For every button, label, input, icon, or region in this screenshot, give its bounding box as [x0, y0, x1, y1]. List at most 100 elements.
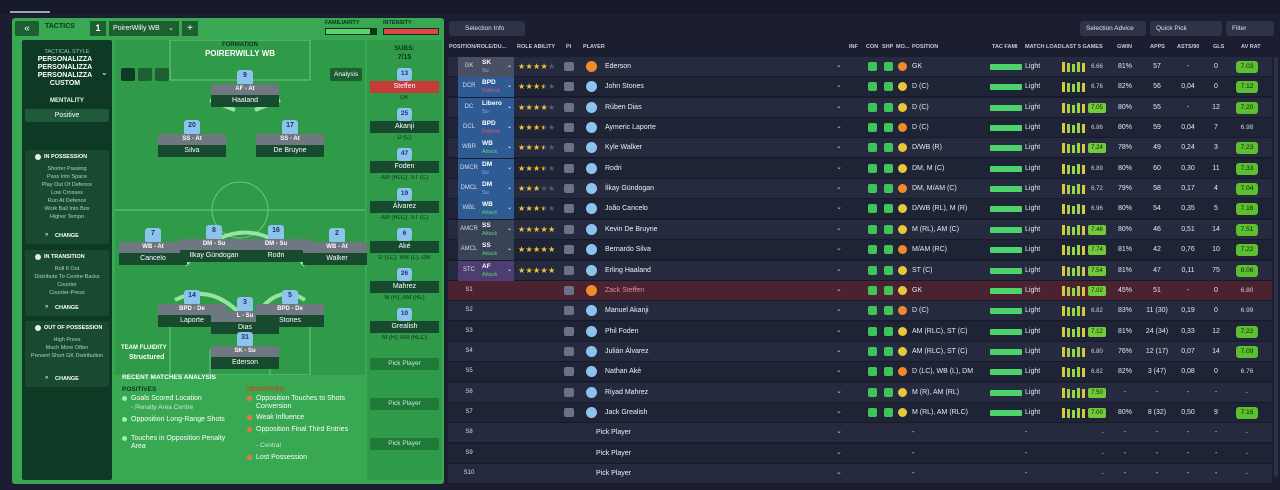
- table-row[interactable]: S6 Riyad Mahrez ⌄ M (R), AM (RL) Light 7.50 - -…: [448, 382, 1272, 403]
- player-name[interactable]: Manuel Akanji: [605, 307, 649, 315]
- table-row[interactable]: S8 Pick Player ⌄ - - - - - - - -: [448, 423, 1272, 444]
- player-name[interactable]: John Stones: [605, 83, 644, 91]
- tactic-slot[interactable]: 1: [90, 21, 106, 36]
- view-toggle[interactable]: [155, 68, 169, 81]
- player-card[interactable]: 17 SS - At De Bruyne: [256, 120, 324, 158]
- column-header[interactable]: PI: [566, 44, 572, 50]
- player-name[interactable]: Nathan Aké: [605, 368, 642, 376]
- collapse-button[interactable]: «: [15, 21, 39, 36]
- column-header[interactable]: APPS: [1150, 44, 1165, 50]
- player-name[interactable]: Phil Foden: [605, 327, 639, 335]
- table-row[interactable]: DCL BPD Defend ⌄ ★ ★ ★ ★ ★ ★ ★ ★ ★ Aymeric Laporte ⌄ D …: [448, 118, 1272, 139]
- tactic-dropdown[interactable]: PoirerWilly WB: [109, 21, 179, 36]
- column-header[interactable]: SHP: [882, 44, 894, 50]
- player-name[interactable]: Erling Haaland: [605, 266, 651, 274]
- player-name[interactable]: Aymeric Laporte: [605, 124, 656, 132]
- column-header[interactable]: ROLE ABILITY: [517, 44, 555, 50]
- column-header[interactable]: GLS: [1213, 44, 1225, 50]
- table-row[interactable]: STC AF Attack ⌄ ★ ★ ★ ★ ★ ★ ★ ★ ★ ★ Erling Haaland ⌄ ST …: [448, 260, 1272, 281]
- player-name[interactable]: Kevin De Bruyne: [605, 225, 658, 233]
- player-name[interactable]: Riyad Mahrez: [605, 388, 649, 396]
- player-name[interactable]: Kyle Walker: [605, 144, 643, 152]
- filter-button[interactable]: Filter: [1226, 21, 1274, 36]
- table-row[interactable]: S5 Nathan Aké ⌄ D (LC), WB (L), DM Light 6.82…: [448, 362, 1272, 383]
- table-row[interactable]: S2 Manuel Akanji ⌄ D (C) Light 6.82 83% 11 (30)…: [448, 301, 1272, 322]
- player-name[interactable]: Zack Steffen: [605, 286, 645, 294]
- selection-info-dropdown[interactable]: Selection Info: [449, 21, 525, 36]
- star: ★: [548, 204, 556, 214]
- column-header[interactable]: POSITION/ROLE/DU...: [449, 44, 507, 50]
- player-card[interactable]: 16 DM - Su Rodri: [242, 225, 310, 263]
- player-name[interactable]: Rúben Dias: [605, 103, 642, 111]
- player-card[interactable]: 8 DM - Su İlkay Gündogan: [180, 225, 248, 263]
- table-row[interactable]: S10 Pick Player ⌄ - - - - - - - -: [448, 464, 1272, 484]
- table-row[interactable]: S4 Julián Álvarez ⌄ AM (RLC), ST (C) Light 6.…: [448, 341, 1272, 362]
- player-name[interactable]: İlkay Gündogan: [605, 185, 655, 193]
- sub-card[interactable]: 13 Steffen GK: [370, 68, 439, 106]
- change-button[interactable]: » CHANGE: [41, 374, 93, 384]
- sub-card[interactable]: 6 Aké D (LC), WB (L), DM: [370, 228, 439, 266]
- table-row[interactable]: DMCR DM Su ⌄ ★ ★ ★ ★ ★ ★ ★ ★ ★ Rodri ⌄ DM, M (C) Light 6.…: [448, 158, 1272, 179]
- table-row[interactable]: GK SK Su ⌄ ★ ★ ★ ★ ★ ★ ★ ★ ★ Ederson ⌄ GK Light 6.66 81% 57…: [448, 57, 1272, 77]
- player-name[interactable]: Jack Grealish: [605, 408, 648, 416]
- column-header[interactable]: AV RAT: [1241, 44, 1261, 50]
- column-header[interactable]: CON: [866, 44, 879, 50]
- pick-player-button[interactable]: Pick Player: [370, 438, 439, 450]
- player-name[interactable]: João Cancelo: [605, 205, 648, 213]
- table-row[interactable]: WBR WB Attack ⌄ ★ ★ ★ ★ ★ ★ ★ ★ ★ Kyle Walker ⌄ D/WB (R…: [448, 138, 1272, 159]
- column-header[interactable]: MATCH LOAD: [1025, 44, 1062, 50]
- table-row[interactable]: AMCR SS Attack ⌄ ★ ★ ★ ★ ★ ★ ★ ★ ★ ★ Kevin De Bruyne ⌄ M…: [448, 219, 1272, 240]
- pick-player-button[interactable]: Pick Player: [370, 398, 439, 410]
- change-button[interactable]: » CHANGE: [41, 231, 93, 241]
- column-header[interactable]: INF: [849, 44, 858, 50]
- column-header[interactable]: PLAYER: [583, 44, 605, 50]
- mentality-dropdown[interactable]: Positive: [25, 109, 109, 122]
- analysis-button[interactable]: Analysis: [330, 68, 362, 81]
- add-tactic-button[interactable]: +: [182, 21, 198, 36]
- selection-advice-button[interactable]: Selection Advice: [1080, 21, 1146, 36]
- player-name[interactable]: Julián Álvarez: [605, 347, 649, 355]
- column-header[interactable]: LAST 5 GAMES: [1062, 44, 1103, 50]
- table-row[interactable]: WBL WB Attack ⌄ ★ ★ ★ ★ ★ ★ ★ ★ ★ João Cancelo ⌄ D/WB (…: [448, 199, 1272, 220]
- column-header[interactable]: MO...: [896, 44, 910, 50]
- column-header[interactable]: TAC FAMI: [992, 44, 1018, 50]
- change-button[interactable]: » CHANGE: [41, 303, 93, 313]
- table-row[interactable]: S7 Jack Grealish ⌄ M (RL), AM (RLC) Light 7.0…: [448, 402, 1272, 423]
- formation-name[interactable]: POIRERWILLY WB: [204, 49, 276, 58]
- player-card[interactable]: 9 AF - At Haaland: [211, 70, 279, 108]
- player-name[interactable]: Pick Player: [596, 429, 632, 437]
- table-row[interactable]: S3 Phil Foden ⌄ AM (RLC), ST (C) Light 7.12 81…: [448, 321, 1272, 342]
- column-header[interactable]: ASTS/90: [1177, 44, 1200, 50]
- table-row[interactable]: S9 Pick Player ⌄ - - - - - - - -: [448, 443, 1272, 464]
- sub-card[interactable]: 19 Álvarez AM (RLC), ST (C): [370, 188, 439, 226]
- view-toggle[interactable]: [138, 68, 152, 81]
- sub-card[interactable]: 47 Foden AM (RLC), ST (C): [370, 148, 439, 186]
- column-header[interactable]: POSITION: [912, 44, 939, 50]
- quick-pick-button[interactable]: Quick Pick: [1150, 21, 1222, 36]
- player-name[interactable]: Ederson: [605, 63, 632, 70]
- sub-card[interactable]: 10 Grealish M (R), AM (RLC): [370, 308, 439, 346]
- player-card[interactable]: 14 BPD - De Laporte: [158, 290, 226, 328]
- player-card[interactable]: 31 SK - Su Ederson: [211, 332, 279, 370]
- form-bar: [1077, 102, 1080, 113]
- tac-fami-bar: [990, 328, 1022, 335]
- player-card[interactable]: 7 WB - At Cancelo: [119, 228, 187, 266]
- player-name[interactable]: Pick Player: [596, 470, 632, 477]
- player-card[interactable]: 20 SS - At Silva: [158, 120, 226, 158]
- column-header[interactable]: GWIN: [1117, 44, 1132, 50]
- sub-card[interactable]: 25 Akanji D (C): [370, 108, 439, 146]
- sub-card[interactable]: 26 Mahrez M (R), AM (RL): [370, 268, 439, 306]
- player-name[interactable]: Pick Player: [596, 449, 632, 457]
- table-row[interactable]: AMCL SS Attack ⌄ ★ ★ ★ ★ ★ ★ ★ ★ ★ ★ Bernardo Silva ⌄ M/…: [448, 240, 1272, 261]
- table-row[interactable]: DC Libero Su ⌄ ★ ★ ★ ★ ★ ★ ★ ★ ★ Rúben Dias ⌄ D (C) Ligh…: [448, 97, 1272, 118]
- table-row[interactable]: S1 Zack Steffen ⌄ GK Light 7.02 45% 51 - 0 6.80: [448, 280, 1272, 301]
- view-toggle[interactable]: [121, 68, 135, 81]
- table-row[interactable]: DMCL DM Su ⌄ ★ ★ ★ ★ ★ ★ ★ ★ İlkay Gündogan ⌄ DM, M/AM…: [448, 179, 1272, 200]
- player-card[interactable]: 2 WB - At Walker: [303, 228, 371, 266]
- table-row[interactable]: DCR BPD Defend ⌄ ★ ★ ★ ★ ★ ★ ★ ★ ★ John Stones ⌄ D (C) L…: [448, 77, 1272, 98]
- player-card[interactable]: 3 L - Su Dias: [211, 297, 279, 335]
- pick-player-button[interactable]: Pick Player: [370, 358, 439, 370]
- player-name[interactable]: Bernardo Silva: [605, 246, 651, 254]
- player-name[interactable]: Rodri: [605, 164, 622, 172]
- player-card[interactable]: 5 BPD - De Stones: [256, 290, 324, 328]
